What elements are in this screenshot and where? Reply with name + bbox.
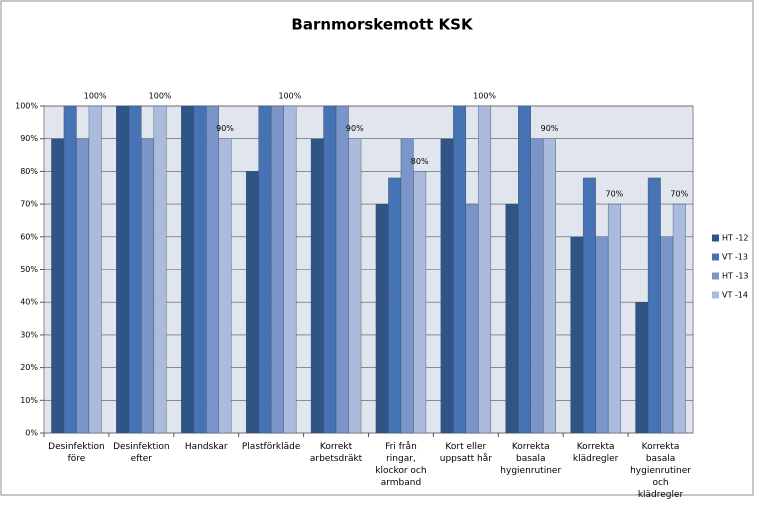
bar bbox=[63, 105, 77, 434]
data-label: 90% bbox=[541, 124, 559, 133]
y-tick-label: 60% bbox=[20, 232, 38, 241]
bar bbox=[141, 138, 155, 434]
bar bbox=[206, 105, 219, 434]
bar bbox=[310, 138, 324, 434]
legend-label: VT -13 bbox=[722, 253, 748, 262]
bar bbox=[413, 171, 427, 434]
x-tick-label: Fri från ringar, klockor och armband bbox=[375, 442, 427, 488]
y-tick-label: 100% bbox=[15, 102, 38, 111]
legend-label: HT -12 bbox=[722, 234, 749, 243]
bar bbox=[128, 105, 142, 434]
y-tick-label: 20% bbox=[20, 363, 38, 372]
bar bbox=[218, 138, 232, 434]
legend-label: HT -13 bbox=[722, 272, 749, 281]
data-label: 70% bbox=[606, 190, 624, 199]
bar bbox=[181, 105, 194, 434]
bar bbox=[270, 105, 284, 434]
y-tick-label: 0% bbox=[25, 429, 38, 438]
bar bbox=[530, 138, 544, 434]
bar bbox=[88, 105, 102, 434]
x-tick-label: Korrekta basala hygienrutiner bbox=[500, 442, 562, 476]
bar bbox=[607, 203, 621, 434]
bar bbox=[245, 171, 259, 434]
bar bbox=[672, 203, 686, 434]
bar bbox=[51, 138, 65, 434]
bar bbox=[478, 105, 492, 434]
bar bbox=[570, 236, 584, 434]
bar bbox=[76, 138, 90, 434]
bar bbox=[543, 138, 556, 434]
bar bbox=[582, 177, 596, 434]
y-tick-label: 40% bbox=[20, 298, 38, 307]
x-tick-label: Korrekta basala hygienrutiner och klädre… bbox=[630, 442, 691, 500]
x-tick-label: Desinfektion efter bbox=[113, 442, 170, 464]
y-tick-label: 70% bbox=[20, 200, 38, 209]
data-label: 100% bbox=[149, 92, 172, 101]
bar bbox=[153, 105, 167, 434]
data-label: 70% bbox=[670, 190, 688, 199]
x-tick-label: Plastförkläde bbox=[241, 442, 301, 452]
y-tick-label: 80% bbox=[20, 167, 38, 176]
legend-swatch bbox=[712, 272, 719, 280]
data-label: 100% bbox=[278, 92, 301, 101]
x-tick-label: Desinfektion före bbox=[48, 442, 105, 464]
data-label: 100% bbox=[84, 92, 107, 101]
bar bbox=[335, 105, 349, 434]
bar bbox=[505, 203, 519, 434]
legend-swatch bbox=[712, 234, 719, 242]
bar bbox=[465, 203, 479, 434]
y-tick-label: 50% bbox=[20, 265, 38, 274]
data-label: 90% bbox=[346, 124, 364, 133]
chart-title: Barnmorskemott KSK bbox=[291, 16, 474, 34]
legend-swatch bbox=[712, 253, 719, 261]
y-tick-label: 10% bbox=[20, 396, 38, 405]
x-tick-label: Korrekta klädregler bbox=[572, 442, 619, 464]
x-tick-label: Korrekt arbetsdräkt bbox=[309, 442, 363, 464]
bar bbox=[258, 105, 272, 434]
bar bbox=[388, 177, 402, 434]
y-tick-label: 30% bbox=[20, 330, 38, 339]
bar bbox=[116, 105, 130, 434]
bar bbox=[440, 138, 454, 434]
y-tick-label: 90% bbox=[20, 134, 38, 143]
bar bbox=[635, 302, 649, 434]
legend-swatch bbox=[712, 291, 719, 299]
bar bbox=[647, 177, 661, 434]
bar bbox=[283, 105, 297, 434]
data-label: 100% bbox=[473, 92, 496, 101]
legend-label: VT -14 bbox=[722, 291, 748, 300]
bar bbox=[348, 138, 362, 434]
bar bbox=[323, 105, 337, 434]
bar bbox=[595, 236, 609, 434]
bar bbox=[660, 236, 674, 434]
bar bbox=[400, 138, 414, 434]
bar bbox=[375, 203, 389, 434]
x-tick-label: Handskar bbox=[184, 442, 228, 452]
x-tick-label: Kort eller uppsatt hår bbox=[439, 442, 492, 464]
bar bbox=[193, 105, 207, 434]
data-label: 80% bbox=[411, 157, 429, 166]
bar bbox=[453, 105, 467, 434]
data-label: 90% bbox=[216, 124, 234, 133]
bar bbox=[518, 105, 531, 434]
